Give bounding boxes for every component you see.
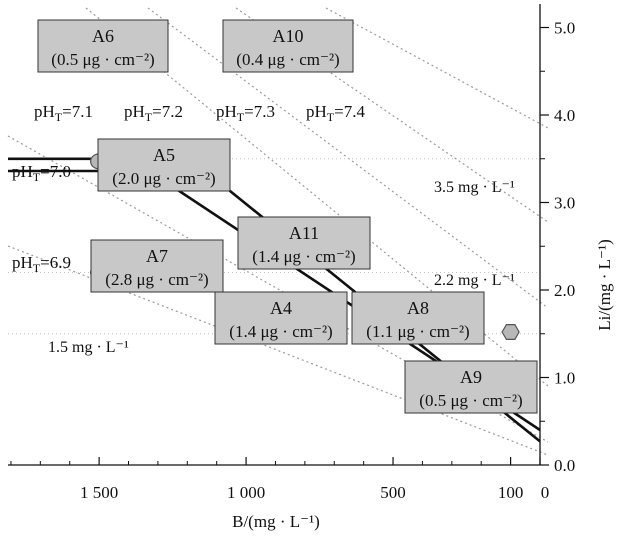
sample-density: (1.4 μg · cm⁻²) [252,247,355,266]
label-box-A5: A5 (2.0 μg · cm⁻²) [97,138,231,192]
y-tick-label: 3.0 [554,194,575,213]
sample-point-A9 [501,324,520,340]
x-tick-label: 1 500 [80,483,118,502]
sample-density: (2.8 μg · cm⁻²) [105,270,208,289]
sample-name: A6 [92,26,114,46]
x-tick-label: 500 [380,483,406,502]
label-box-A7: A7 (2.8 μg · cm⁻²) [90,239,224,293]
label-box-A9: A9 (0.5 μg · cm⁻²) [404,360,538,414]
ph-label-1: pHT=6.9 [12,253,71,275]
label-box-rect [237,216,371,270]
label-box-A11: A11 (1.4 μg · cm⁻²) [237,216,371,270]
reference-label-1: 2.2 mg · L⁻¹ [434,272,515,289]
y-tick-label: 4.0 [554,106,575,125]
reference-label-2: 1.5 mg · L⁻¹ [48,339,129,356]
ph-label-5: pHT=7.4 [306,102,365,124]
sample-name: A4 [270,298,292,318]
x-tick-label: 0 [541,483,550,502]
x-axis-title: B/(mg · L⁻¹) [232,512,320,531]
ph-line-4 [235,7,549,223]
sample-name: A8 [407,298,429,318]
x-tick-label: 1 000 [227,483,265,502]
label-box-rect [351,291,485,345]
sample-density: (1.1 μg · cm⁻²) [366,322,469,341]
ph-line-5 [325,7,549,129]
sample-name: A9 [460,367,482,387]
label-box-A8: A8 (1.1 μg · cm⁻²) [351,291,485,345]
y-axis-title: Li/(mg · L⁻¹) [595,239,614,331]
sample-name: A7 [146,246,168,266]
sample-density: (1.4 μg · cm⁻²) [229,322,332,341]
ph-line-0 [7,135,549,443]
ph-label-0: pHT=7.0 [12,162,71,184]
sample-density: (0.5 μg · cm⁻²) [419,391,522,410]
x-tick-label: 100 [498,483,524,502]
label-box-rect [222,19,354,73]
label-box-A10: A10 (0.4 μg · cm⁻²) [222,19,354,73]
ph-label-3: pHT=7.2 [124,102,183,124]
label-box-A4: A4 (1.4 μg · cm⁻²) [214,291,348,345]
sample-density: (0.5 μg · cm⁻²) [51,50,154,69]
label-box-rect [90,239,224,293]
y-tick-label: 2.0 [554,281,575,300]
ph-label-4: pHT=7.3 [216,102,275,124]
sample-name: A11 [289,223,319,243]
reference-label-0: 3.5 mg · L⁻¹ [434,179,515,196]
ph-line-3 [147,7,549,309]
label-box-rect [214,291,348,345]
y-tick-label: 0.0 [554,456,575,475]
ph-label-2: pHT=7.1 [34,102,93,124]
sample-name: A10 [273,26,304,46]
y-tick-label: 1.0 [554,369,575,388]
sample-density: (0.4 μg · cm⁻²) [236,50,339,69]
sample-density: (2.0 μg · cm⁻²) [112,169,215,188]
label-box-A6: A6 (0.5 μg · cm⁻²) [37,19,169,73]
label-box-rect [97,138,231,192]
sample-name: A5 [153,145,175,165]
y-tick-label: 5.0 [554,19,575,38]
label-box-rect [404,360,538,414]
label-box-rect [37,19,169,73]
